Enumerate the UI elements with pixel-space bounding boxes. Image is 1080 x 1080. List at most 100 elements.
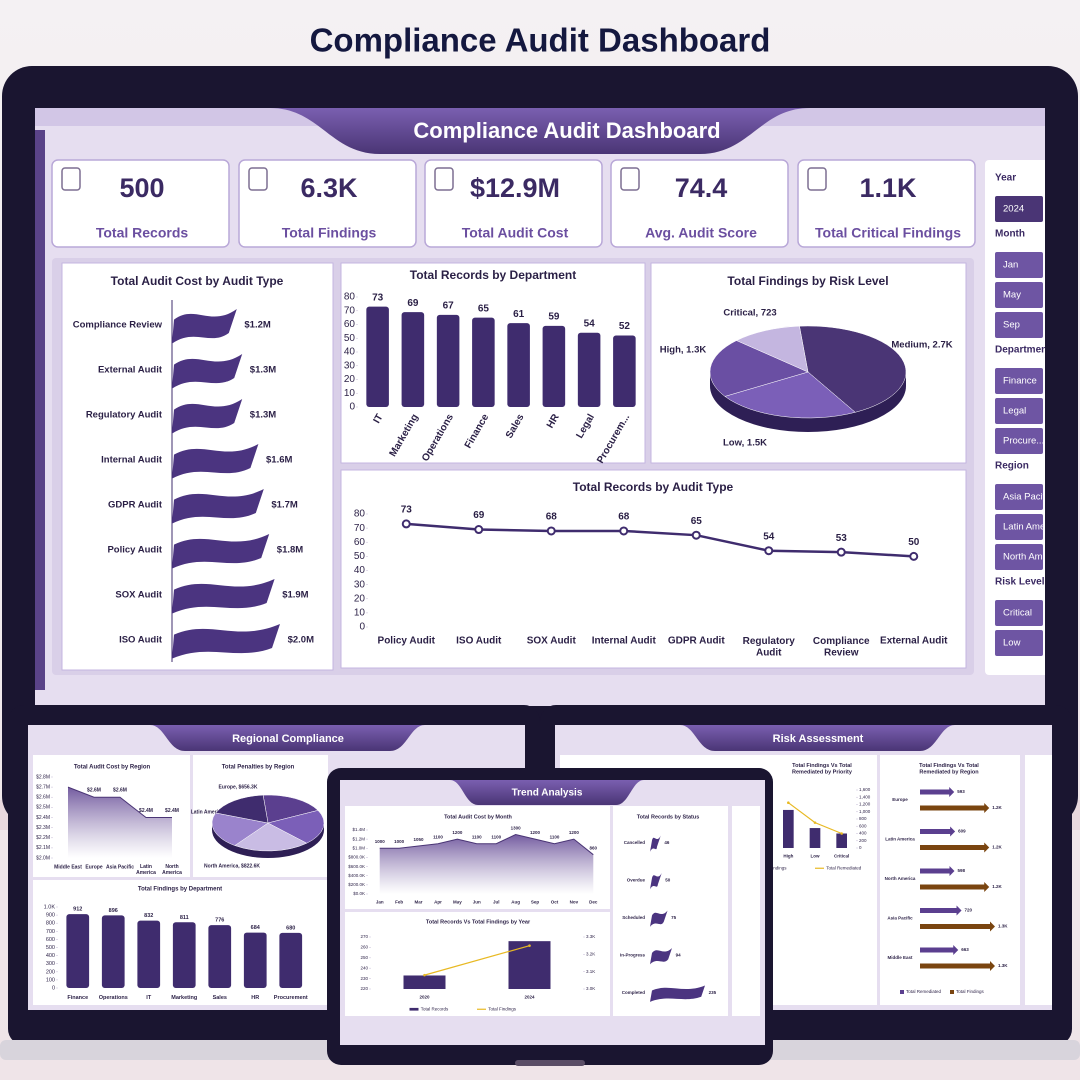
category-label: External Audit <box>98 365 163 376</box>
bar <box>366 306 389 407</box>
slicer-item-label[interactable]: North Am <box>1003 552 1043 563</box>
point <box>764 546 774 556</box>
data-label: 1000 <box>375 839 386 844</box>
y-tick-label: $2.1M <box>36 845 50 851</box>
x-tick-label: Oct <box>551 900 559 905</box>
x-tick-label: Apr <box>434 900 442 905</box>
data-label: $1.6M <box>266 455 292 466</box>
point <box>813 821 817 824</box>
x-tick-label: Procurement <box>274 995 308 1001</box>
chart-title: Total Records by Status <box>637 814 700 820</box>
slicer-item-label[interactable]: Latin Ame <box>1003 522 1045 533</box>
slicer-item-label[interactable]: Sep <box>1003 320 1020 331</box>
y-tick-label: $1.2M <box>352 836 365 841</box>
legend-label: Total Remediated <box>906 989 942 994</box>
kpi-icon <box>620 167 640 191</box>
data-label: 61 <box>513 309 525 320</box>
slicer-item-label[interactable]: Procure... <box>1003 436 1044 447</box>
data-label: 94 <box>676 953 682 958</box>
data-label: 46 <box>664 840 670 845</box>
data-label: 54 <box>584 318 596 329</box>
kpi-card <box>797 159 976 248</box>
area <box>68 787 172 858</box>
y-tick-label: 240 <box>360 965 368 970</box>
kpi-icon <box>434 167 454 191</box>
x-tick-label: Marketing <box>171 995 197 1001</box>
x-tick-label: North America <box>162 864 182 876</box>
bar <box>920 787 955 797</box>
x-tick-label: Mar <box>415 900 423 905</box>
data-label: 50 <box>665 878 671 883</box>
x-tick-label: ISO Audit <box>456 636 502 647</box>
slicer-item-label[interactable]: 2024 <box>1003 204 1024 215</box>
slicer-item[interactable] <box>995 514 1043 540</box>
y-tick-label: 400 <box>859 831 867 836</box>
slicer-item[interactable] <box>995 252 1043 278</box>
data-label: 1.3K <box>998 924 1008 929</box>
chart-card <box>345 912 610 1016</box>
bar <box>66 914 90 988</box>
slicer-item-label[interactable]: Asia Pacif <box>1003 492 1046 503</box>
line <box>67 786 172 818</box>
chart-title: Total Penalties by Region <box>222 765 295 771</box>
chart-title: Total Findings by Department <box>138 887 222 893</box>
slicer-item[interactable] <box>995 630 1043 656</box>
slicer-item-label[interactable]: Critical <box>1003 608 1032 619</box>
data-label: 609 <box>958 829 966 834</box>
kpi-icon <box>248 167 268 191</box>
mockup-title: Trend Analysis <box>512 788 583 799</box>
slicer-item[interactable] <box>995 312 1043 338</box>
slicer-item[interactable] <box>995 398 1043 424</box>
x-tick-label: IT <box>146 995 152 1001</box>
slicer-item[interactable] <box>995 196 1043 222</box>
slicer-item-label[interactable]: Legal <box>1003 406 1026 417</box>
x-tick-label: Europe <box>85 864 102 870</box>
kpi-label: Avg. Audit Score <box>645 225 757 241</box>
y-tick-label: 800 <box>46 921 55 927</box>
y-tick-label: 400 <box>46 953 55 959</box>
slicer-item-label[interactable]: May <box>1003 290 1021 301</box>
category-label: Policy Audit <box>107 545 162 556</box>
data-label: 50 <box>908 537 920 548</box>
slicer-item[interactable] <box>995 544 1043 570</box>
slicer-panel <box>1025 755 1052 1005</box>
slicer-item-label[interactable]: Low <box>1003 638 1021 649</box>
slicer-item-label[interactable]: Finance <box>1003 376 1037 387</box>
y-tick-label: $1.4M <box>352 827 365 832</box>
side-strip <box>35 130 45 690</box>
data-label: 684 <box>251 925 261 931</box>
bar <box>137 920 161 988</box>
slicer-item[interactable] <box>995 428 1043 454</box>
bar <box>836 833 847 848</box>
category-label: Latin America <box>885 837 915 842</box>
data-label: 54 <box>763 531 775 542</box>
y-tick-label: 200 <box>46 969 55 975</box>
slicer-item-label[interactable]: Jan <box>1003 260 1018 271</box>
y-tick-label: 260 <box>360 945 368 950</box>
y-tick-label: 50 <box>354 551 366 562</box>
data-label: 59 <box>548 312 560 323</box>
x-tick-label: Sales <box>213 995 227 1001</box>
x-tick-label: Regulatory Audit <box>743 636 796 659</box>
x-tick-label: Operations <box>99 995 128 1001</box>
point <box>546 526 556 536</box>
data-label: 912 <box>73 907 82 913</box>
data-label: 1100 <box>491 835 501 840</box>
data-label: $2.0M <box>288 635 314 646</box>
slicer-item[interactable] <box>995 368 1043 394</box>
chart-card <box>880 755 1020 1005</box>
slicer-item[interactable] <box>995 484 1043 510</box>
slicer-title: Region <box>995 461 1029 472</box>
y-tick-label: 600 <box>46 937 55 943</box>
slicer-item[interactable] <box>995 600 1043 626</box>
data-label: Low, 1.5K <box>723 438 767 449</box>
x-tick-label: Asia Pacific <box>106 864 134 870</box>
kpi-value: 1.1K <box>859 173 917 203</box>
slicer-item[interactable] <box>995 282 1043 308</box>
legend-swatch <box>409 1007 419 1011</box>
bar <box>172 624 280 659</box>
point <box>691 530 701 540</box>
tablet-button <box>515 1060 585 1066</box>
x-tick-label: Sep <box>531 900 540 905</box>
point <box>909 551 919 561</box>
